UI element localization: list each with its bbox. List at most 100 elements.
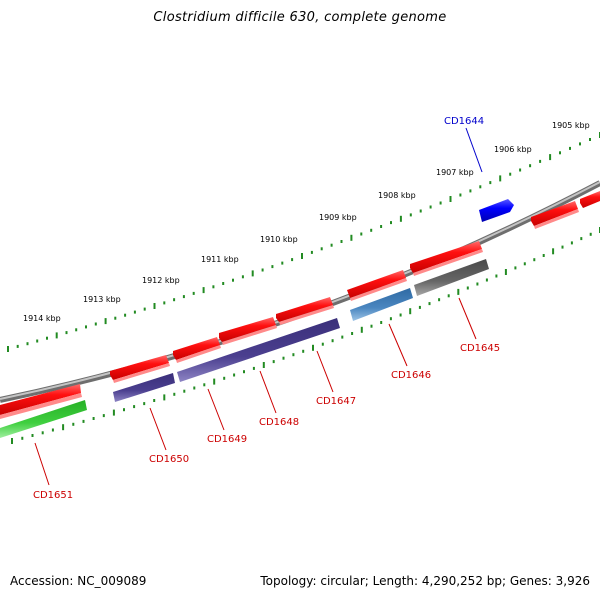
outer-ring-tick xyxy=(499,175,502,182)
gene-cd1650-forward[interactable] xyxy=(110,355,170,383)
outer-ring-tick xyxy=(143,307,146,311)
gene-cd1646-forward[interactable] xyxy=(347,270,407,301)
inner-ring-tick xyxy=(341,335,344,339)
gene-right-forward-1[interactable] xyxy=(531,201,579,229)
inner-ring-tick xyxy=(533,258,536,262)
inner-ring-tick xyxy=(21,436,24,440)
outer-ring-tick xyxy=(291,258,294,262)
inner-ring-tick xyxy=(485,278,488,282)
scale-label-1906: 1906 kbp xyxy=(494,145,532,154)
gene-cd1648-forward[interactable] xyxy=(219,317,277,345)
gene-cd1651-forward[interactable] xyxy=(0,384,82,419)
outer-ring-tick xyxy=(271,265,274,269)
leader-cd1650 xyxy=(149,407,167,451)
inner-ring-tick xyxy=(351,332,354,335)
inner-ring-tick xyxy=(62,424,65,431)
leader-cd1651 xyxy=(34,442,50,486)
outer-ring-tick xyxy=(124,313,127,317)
gene-cd1646-reverse[interactable] xyxy=(350,288,413,321)
inner-ring-tick xyxy=(418,305,421,309)
inner-ring-tick xyxy=(262,362,265,368)
gene-cd1651-reverse[interactable] xyxy=(0,400,87,438)
outer-ring-tick xyxy=(489,181,492,185)
inner-ring-tick xyxy=(272,360,275,364)
label-cd1644[interactable]: CD1644 xyxy=(444,116,484,127)
outer-ring-tick xyxy=(390,221,392,225)
inner-ring-tick xyxy=(11,438,13,444)
outer-ring-tick xyxy=(419,209,422,213)
label-cd1647[interactable]: CD1647 xyxy=(316,396,356,407)
scale-label-1913: 1913 kbp xyxy=(83,295,121,304)
outer-ring-tick xyxy=(173,298,176,302)
inner-ring-tick xyxy=(312,344,314,351)
leader-cd1648 xyxy=(259,370,277,414)
inner-ring-tick xyxy=(589,232,592,236)
leader-cd1649 xyxy=(207,388,225,431)
outer-ring-tick xyxy=(589,138,591,141)
scale-label-1909: 1909 kbp xyxy=(319,213,357,222)
gene-cd1648-reverse[interactable] xyxy=(177,318,340,382)
gene-cd1649-forward[interactable] xyxy=(173,337,221,363)
leader-cd1645 xyxy=(458,297,477,340)
outer-ring-tick xyxy=(330,243,333,247)
outer-ring-tick xyxy=(579,142,581,146)
outer-ring-tick xyxy=(539,159,542,163)
gene-right-forward-2[interactable] xyxy=(580,191,600,208)
outer-ring-tick xyxy=(85,325,87,329)
outer-ring-tick xyxy=(114,316,117,320)
label-cd1649[interactable]: CD1649 xyxy=(207,434,247,445)
inner-ring-tick xyxy=(389,317,392,321)
reverse-strand-genes xyxy=(0,259,489,438)
genome-summary-text: Topology: circular; Length: 4,290,252 bp… xyxy=(260,574,590,588)
outer-ring-tick xyxy=(7,346,9,352)
label-cd1645[interactable]: CD1645 xyxy=(460,343,500,354)
gene-cd1647-forward[interactable] xyxy=(276,297,334,325)
inner-ring-tick xyxy=(552,248,555,255)
inner-ring-tick xyxy=(409,308,412,315)
inner-ring-tick xyxy=(370,324,373,328)
gene-cd1645-reverse[interactable] xyxy=(414,259,489,296)
footer: Accession: NC_009089 Topology: circular;… xyxy=(10,574,590,590)
label-cd1648[interactable]: CD1648 xyxy=(259,417,299,428)
label-cd1646[interactable]: CD1646 xyxy=(391,370,431,381)
inner-ring-tick xyxy=(153,399,156,402)
inner-ring-tick xyxy=(476,282,479,286)
inner-ring-tick xyxy=(123,408,125,412)
scale-label-1912: 1912 kbp xyxy=(142,276,180,285)
label-cd1651[interactable]: CD1651 xyxy=(33,490,73,501)
inner-ring-tick xyxy=(102,414,105,418)
outer-ring-tick xyxy=(459,193,462,197)
inner-ring-tick xyxy=(41,431,44,435)
outer-ring-tick xyxy=(75,328,78,332)
inner-ring-tick xyxy=(31,434,34,437)
label-cd1650[interactable]: CD1650 xyxy=(149,454,189,465)
scale-label-1911: 1911 kbp xyxy=(201,255,239,264)
outer-ring-tick xyxy=(569,146,571,150)
outer-tick-ring xyxy=(7,132,600,352)
forward-strand-genes xyxy=(0,191,600,419)
outer-ring-tick xyxy=(409,213,412,217)
outer-ring-tick xyxy=(399,215,402,222)
inner-ring-tick xyxy=(514,266,517,270)
inner-ring-tick xyxy=(183,389,186,393)
outer-ring-tick xyxy=(251,270,254,277)
gene-cd1644[interactable] xyxy=(479,199,514,222)
outer-ring-tick xyxy=(429,205,432,209)
accession-text: Accession: NC_009089 xyxy=(10,574,147,588)
map-title: Clostridium difficile 630, complete geno… xyxy=(153,10,447,25)
outer-ring-tick xyxy=(26,342,29,346)
inner-ring-tick xyxy=(457,288,460,295)
inner-ring-tick xyxy=(233,373,236,377)
outer-ring-tick xyxy=(281,261,284,265)
outer-ring-tick xyxy=(222,282,225,285)
outer-ring-tick xyxy=(36,339,39,343)
outer-ring-tick xyxy=(320,247,323,251)
outer-ring-tick xyxy=(380,225,383,228)
outer-ring-tick xyxy=(509,172,512,176)
outer-ring-tick xyxy=(439,201,442,205)
gene-cd1650-reverse[interactable] xyxy=(113,373,175,402)
gene-cd1645-forward[interactable] xyxy=(410,241,483,276)
genome-backbone-highlight xyxy=(0,181,600,400)
genome-backbone xyxy=(0,180,600,403)
